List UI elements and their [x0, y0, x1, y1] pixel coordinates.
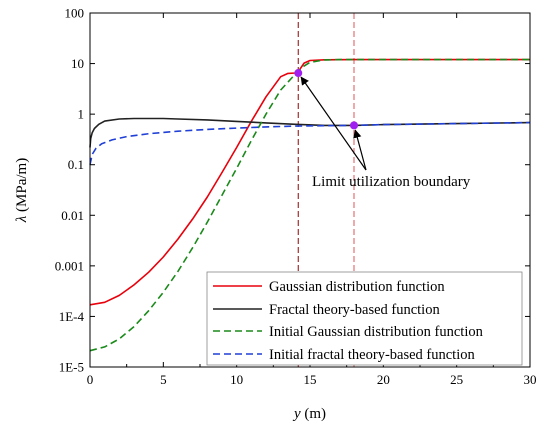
series-layer — [89, 58, 531, 352]
x-tick-label-3: 15 — [304, 372, 317, 387]
legend-label-initial-gaussian: Initial Gaussian distribution function — [269, 324, 484, 340]
y-tick-label-2: 0.001 — [55, 258, 84, 273]
y-tick-label-6: 10 — [71, 56, 84, 71]
legend-label-gaussian: Gaussian distribution function — [269, 279, 445, 295]
x-tick-label-2: 10 — [230, 372, 243, 387]
x-axis-title: y (m) — [292, 406, 326, 422]
series-line-1 — [89, 117, 531, 148]
y-axis-title: λ (MPa/m) — [14, 158, 30, 223]
boundary-point-1 — [350, 121, 358, 130]
y-tick-label-3: 0.01 — [61, 208, 84, 223]
boundary-markers — [294, 69, 358, 130]
annotation-text: Limit utilization boundary — [312, 174, 471, 190]
y-tick-label-5: 1 — [78, 107, 85, 122]
legend-label-fractal: Fractal theory-based function — [269, 302, 440, 318]
x-tick-label-1: 5 — [160, 372, 167, 387]
series-line-3 — [89, 121, 531, 165]
annotation-arrow-1 — [353, 129, 367, 171]
y-tick-label-7: 100 — [65, 6, 85, 21]
boundary-point-0 — [294, 69, 303, 78]
x-tick-label-6: 30 — [524, 372, 537, 387]
x-tick-label-0: 0 — [87, 372, 94, 387]
y-axis: 1E-5 1E-4 0.001 0.01 0.1 1 10 100 — [55, 6, 530, 375]
y-tick-label-4: 0.1 — [68, 157, 84, 172]
annotation-arrow-0 — [300, 76, 367, 171]
x-tick-label-5: 25 — [450, 372, 463, 387]
annotation: Limit utilization boundary — [300, 76, 471, 190]
y-tick-label-0: 1E-5 — [59, 360, 84, 375]
legend: Gaussian distribution function Fractal t… — [206, 271, 523, 366]
legend-label-initial-fractal: Initial fractal theory-based function — [269, 347, 475, 363]
y-tick-label-1: 1E-4 — [59, 309, 85, 324]
legend-box — [206, 271, 523, 366]
x-tick-label-4: 20 — [377, 372, 390, 387]
